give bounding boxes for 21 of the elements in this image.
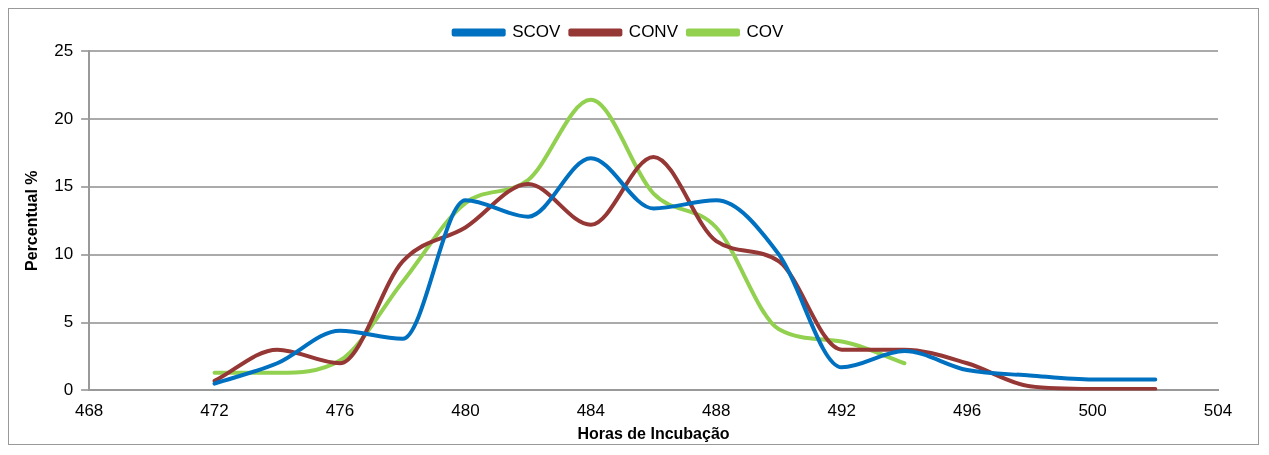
y-tick-label: 0 bbox=[63, 380, 74, 400]
x-tick-label: 468 bbox=[74, 401, 104, 421]
y-tick-label: 10 bbox=[54, 244, 74, 264]
x-tick-label: 496 bbox=[952, 401, 982, 421]
x-tick-label: 492 bbox=[827, 401, 856, 421]
x-tick-label: 484 bbox=[576, 401, 606, 421]
legend-label: CONV bbox=[628, 22, 679, 42]
x-tick-label: 500 bbox=[1078, 401, 1107, 421]
x-tick-label: 476 bbox=[325, 401, 355, 421]
x-tick-label: 504 bbox=[1203, 401, 1233, 421]
y-tick-label: 20 bbox=[54, 108, 74, 128]
legend-label: SCOV bbox=[512, 22, 562, 42]
x-tick-label: 488 bbox=[702, 401, 731, 421]
x-tick-label: 480 bbox=[451, 401, 480, 421]
x-tick-label: 472 bbox=[200, 401, 229, 421]
x-axis-title: Horas de Incubação bbox=[577, 424, 730, 442]
y-tick-label: 5 bbox=[63, 312, 74, 332]
y-tick-label: 15 bbox=[54, 176, 74, 196]
y-tick-label: 25 bbox=[54, 40, 74, 60]
legend-label: COV bbox=[746, 22, 784, 42]
y-axis-title: Percentual % bbox=[23, 170, 41, 271]
